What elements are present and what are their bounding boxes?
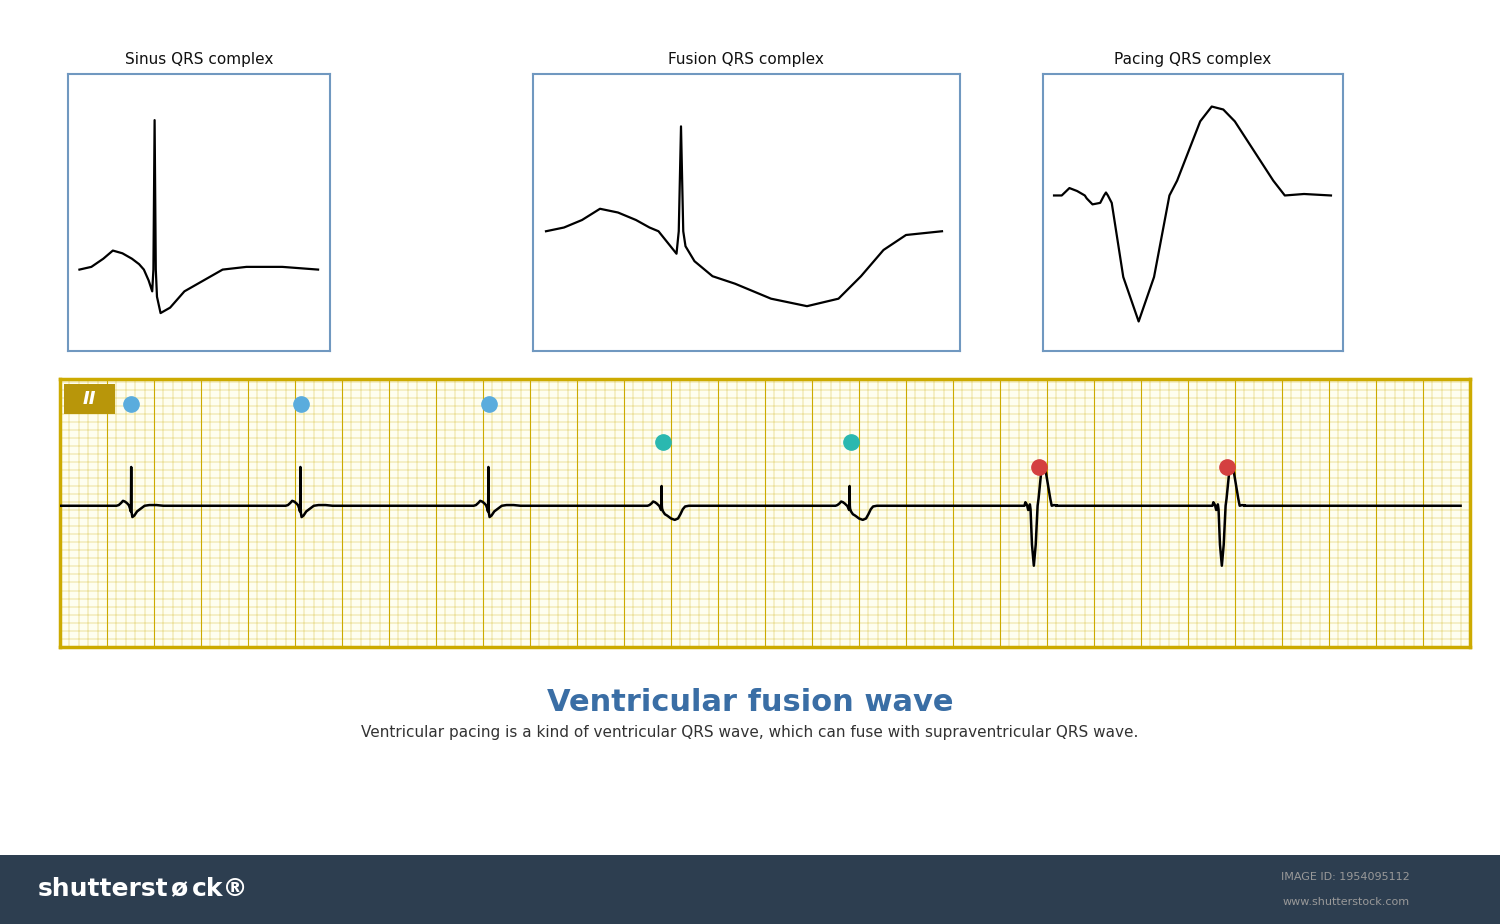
Text: Ventricular fusion wave: Ventricular fusion wave — [546, 688, 954, 717]
Text: Ventricular pacing is a kind of ventricular QRS wave, which can fuse with suprav: Ventricular pacing is a kind of ventricu… — [362, 725, 1138, 740]
Text: Pacing QRS complex: Pacing QRS complex — [1114, 52, 1270, 67]
Text: www.shutterstock.com: www.shutterstock.com — [1282, 897, 1410, 906]
Text: ck®: ck® — [192, 878, 249, 901]
Text: Fusion QRS complex: Fusion QRS complex — [669, 52, 824, 67]
Text: II: II — [82, 390, 96, 407]
Text: Sinus QRS complex: Sinus QRS complex — [124, 52, 273, 67]
Bar — [64, 384, 116, 414]
Text: shutterst: shutterst — [38, 878, 168, 901]
Text: ø: ø — [171, 878, 189, 901]
Text: IMAGE ID: 1954095112: IMAGE ID: 1954095112 — [1281, 872, 1410, 881]
